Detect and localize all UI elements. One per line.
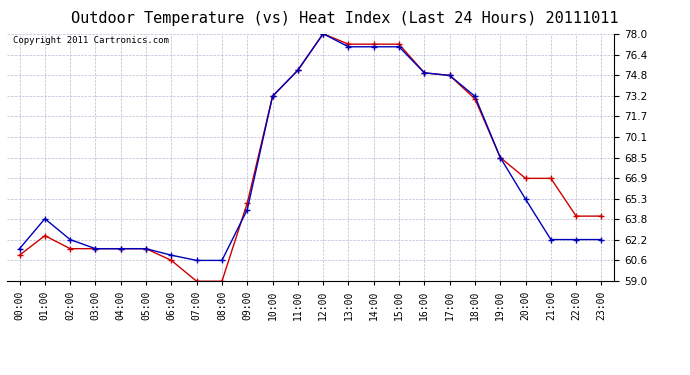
Text: Copyright 2011 Cartronics.com: Copyright 2011 Cartronics.com bbox=[13, 36, 169, 45]
Text: Outdoor Temperature (vs) Heat Index (Last 24 Hours) 20111011: Outdoor Temperature (vs) Heat Index (Las… bbox=[71, 11, 619, 26]
